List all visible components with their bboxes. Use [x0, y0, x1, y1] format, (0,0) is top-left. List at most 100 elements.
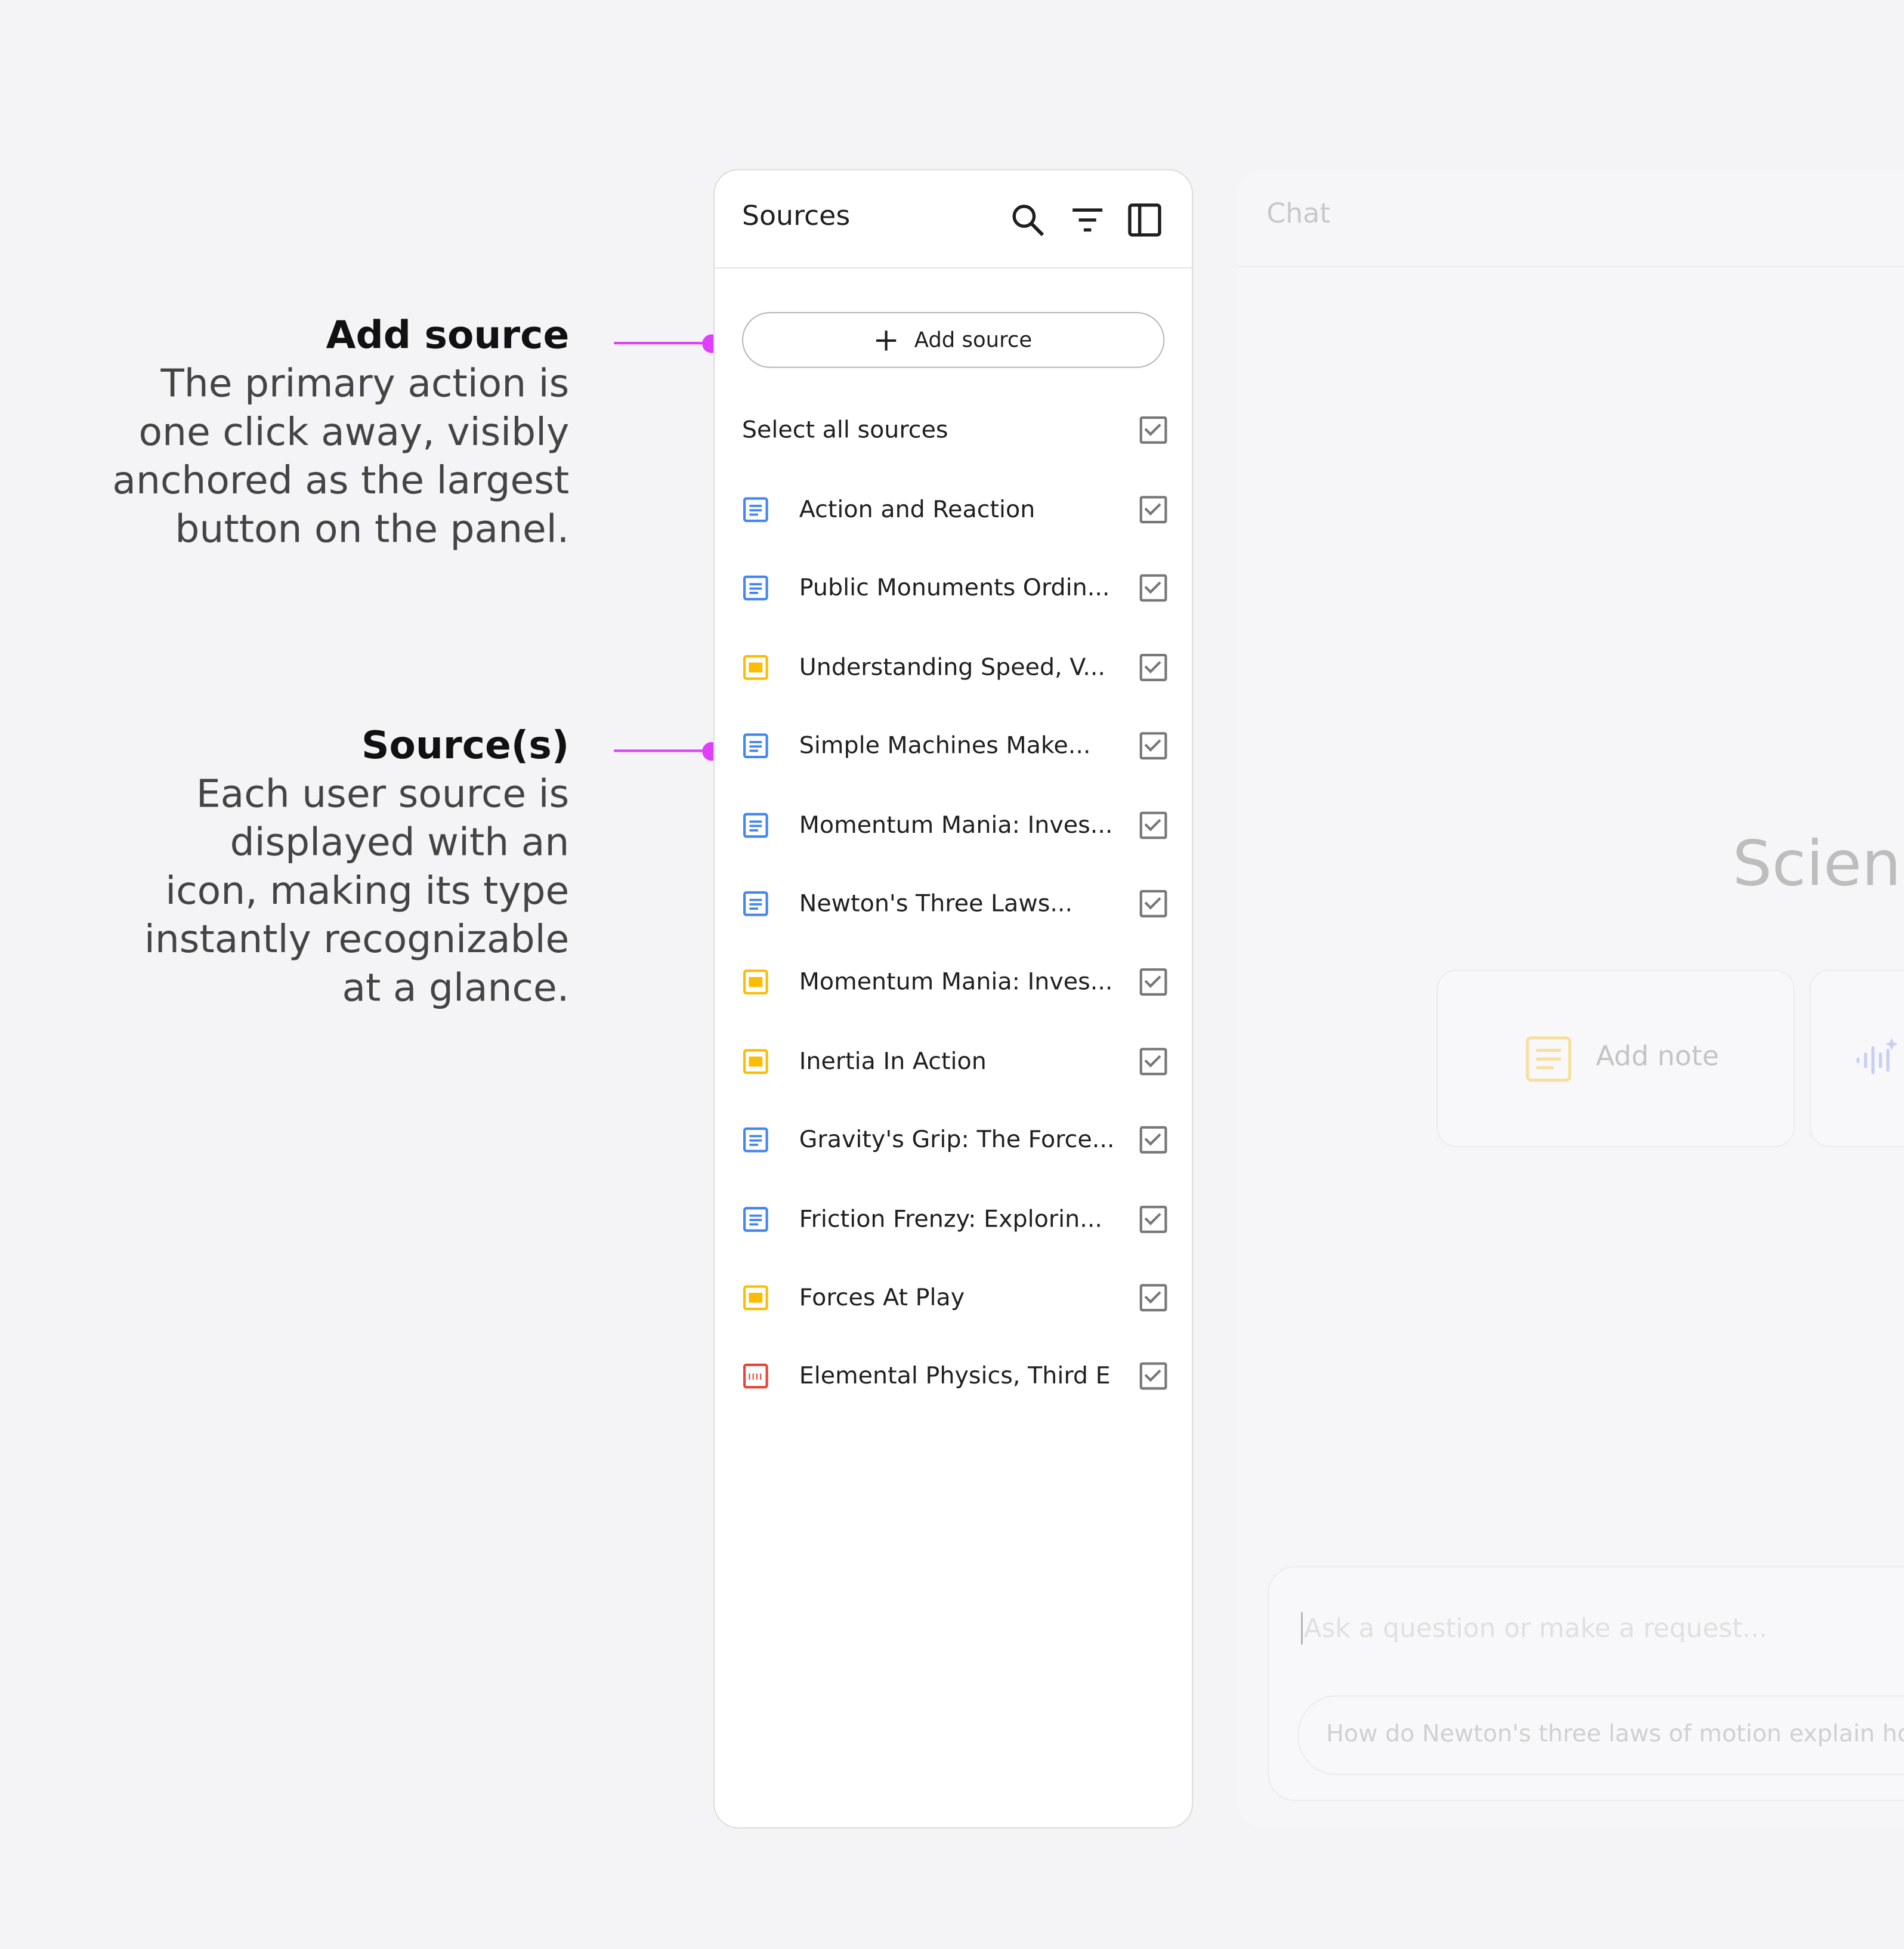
- panel-title: Sources: [741, 201, 851, 233]
- annotation-line: icon, making its type: [165, 869, 570, 914]
- divider: [715, 267, 1192, 269]
- icon-lines: [749, 1214, 762, 1225]
- annotation-line: Each user source is: [196, 771, 570, 817]
- icon-lines: [749, 505, 762, 516]
- source-icon: [743, 654, 768, 680]
- checkbox[interactable]: [1139, 574, 1167, 603]
- source-title: Elemental Physics, Third E: [799, 1363, 1111, 1391]
- checkbox[interactable]: [1139, 653, 1167, 681]
- source-row[interactable]: Elemental Physics, Third E: [742, 1352, 1167, 1401]
- icon-frame: [743, 1128, 768, 1153]
- connector: [614, 749, 711, 752]
- caret: [1301, 1612, 1303, 1645]
- source-title: Inertia In Action: [799, 1048, 987, 1075]
- source-row[interactable]: Forces At Play: [742, 1273, 1167, 1323]
- note-icon: [1526, 1036, 1572, 1082]
- audio-icon: [1856, 1037, 1898, 1074]
- annotation-text: Each user source is displayed with an icon…: [144, 771, 569, 1013]
- source-icon: [743, 733, 768, 759]
- filter-icon[interactable]: [1070, 203, 1105, 237]
- chat-title: Chat: [1266, 199, 1331, 230]
- source-row[interactable]: Newton's Three Laws...: [742, 879, 1167, 928]
- source-row[interactable]: Public Monuments Ordin...: [742, 564, 1167, 613]
- source-title: Friction Frenzy: Explorin...: [799, 1205, 1103, 1233]
- source-icon: [743, 1206, 768, 1232]
- collapse-panel-icon[interactable]: [1127, 203, 1162, 237]
- icon-frame: [743, 1285, 768, 1311]
- icon-fill: [749, 977, 763, 988]
- checkbox[interactable]: [1139, 1048, 1167, 1075]
- annotation: Add source The primary action is one clic…: [112, 312, 569, 554]
- annotation-line: button on the panel.: [175, 507, 570, 552]
- icon-lines: [749, 898, 762, 910]
- source-row[interactable]: Understanding Speed, V...: [742, 643, 1167, 692]
- connector: [614, 341, 711, 345]
- annotation-line: instantly recognizable: [144, 917, 570, 962]
- annotation-line: one click away, visibly: [138, 410, 570, 455]
- add-source-button[interactable]: Add source: [741, 311, 1165, 368]
- icon-lines: [749, 820, 762, 831]
- source-row[interactable]: Simple Machines Make...: [742, 721, 1167, 771]
- source-row[interactable]: Friction Frenzy: Explorin...: [742, 1194, 1167, 1243]
- annotation: Source(s) Each user source is displayed w…: [144, 722, 569, 1014]
- checkbox[interactable]: [1139, 496, 1167, 524]
- suggestion-text: How do Newton's three laws of motion exp…: [1326, 1720, 1904, 1748]
- button-label: Add source: [914, 328, 1033, 353]
- plus-icon: [876, 330, 896, 350]
- annotation-title: Add source: [326, 313, 570, 359]
- checkbox[interactable]: [1139, 1126, 1167, 1154]
- checkbox[interactable]: [1139, 1284, 1167, 1312]
- source-row[interactable]: Momentum Mania: Inves...: [742, 957, 1167, 1007]
- chat-panel: Chat Scienc Add note Ask a question or m…: [1238, 169, 1904, 1827]
- source-icon: [743, 891, 768, 916]
- source-icon: [743, 1364, 768, 1389]
- checkbox[interactable]: [1139, 811, 1167, 839]
- source-row[interactable]: Inertia In Action: [742, 1036, 1167, 1086]
- select-all-label: Select all sources: [741, 416, 948, 444]
- icon-frame: [743, 1206, 768, 1232]
- suggestion-chip[interactable]: How do Newton's three laws of motion exp…: [1297, 1695, 1904, 1775]
- annotation-line: displayed with an: [230, 820, 570, 866]
- icon-fill: [749, 1292, 763, 1303]
- source-title: Newton's Three Laws...: [799, 889, 1073, 918]
- checkbox[interactable]: [1139, 1205, 1167, 1233]
- source-row[interactable]: Action and Reaction: [742, 485, 1167, 535]
- icon-frame: [743, 733, 768, 759]
- icon-fill: [749, 662, 763, 672]
- card-label: Add note: [1596, 1042, 1719, 1073]
- source-title: Momentum Mania: Inves...: [799, 968, 1113, 996]
- source-row[interactable]: Gravity's Grip: The Force...: [742, 1115, 1167, 1165]
- add-note-card[interactable]: Add note: [1436, 969, 1795, 1148]
- checkbox[interactable]: [1139, 1363, 1167, 1391]
- source-icon: [743, 1049, 768, 1074]
- source-icon: [743, 576, 768, 601]
- source-title: Gravity's Grip: The Force...: [799, 1126, 1115, 1154]
- icon-mark: [749, 1374, 762, 1380]
- source-title: Momentum Mania: Inves...: [799, 811, 1113, 839]
- annotation-title: Source(s): [361, 723, 570, 768]
- search-icon[interactable]: [1010, 203, 1045, 237]
- icon-frame: [743, 1049, 768, 1074]
- notebook-heading: Scienc: [1732, 827, 1904, 900]
- sources-panel: Sources Add source Select all sources Ac…: [713, 169, 1194, 1828]
- source-title: Public Monuments Ordin...: [799, 574, 1110, 603]
- divider: [1238, 265, 1904, 267]
- checkbox[interactable]: [1139, 968, 1167, 996]
- source-title: Action and Reaction: [799, 496, 1036, 524]
- annotation-text: The primary action is one click away, vis…: [112, 360, 569, 554]
- checkbox[interactable]: [1139, 732, 1167, 760]
- icon-lines: [749, 583, 762, 595]
- source-row[interactable]: Momentum Mania: Inves...: [742, 800, 1167, 850]
- annotation-line: The primary action is: [160, 362, 570, 407]
- source-icon: [743, 812, 768, 838]
- icon-frame: [743, 654, 768, 680]
- checkbox[interactable]: [1139, 416, 1167, 444]
- icon-frame: [743, 1364, 768, 1389]
- chat-input[interactable]: Ask a question or make a request... How …: [1268, 1566, 1904, 1802]
- source-icon: [743, 1128, 768, 1153]
- audio-card[interactable]: [1809, 969, 1904, 1148]
- checkbox[interactable]: [1139, 889, 1167, 918]
- icon-frame: [743, 497, 768, 523]
